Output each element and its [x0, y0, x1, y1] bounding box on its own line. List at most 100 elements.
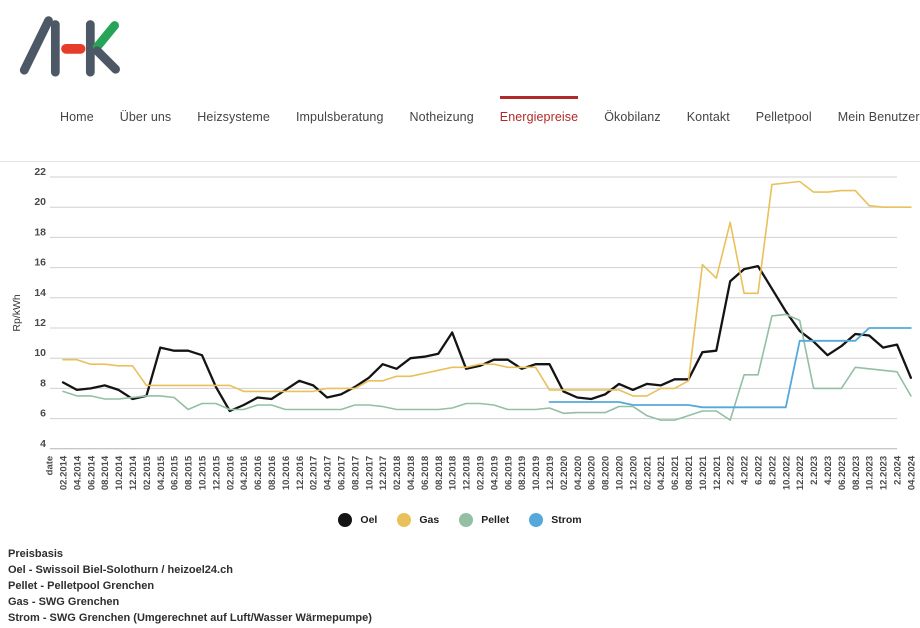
footer-line-4: Strom - SWG Grenchen (Umgerechnet auf Lu… [8, 612, 372, 624]
x-tick-06.2015: 06.2015 [170, 455, 181, 490]
x-tick-04.2018: 04.2018 [406, 456, 417, 490]
legend-dot-oel-icon [338, 513, 353, 527]
nav-item-home[interactable]: Home [60, 110, 94, 124]
x-tick-12.2019: 12.2019 [545, 456, 556, 490]
footer-line-0: Preisbasis [8, 548, 64, 560]
x-tick-08.2021: 08.2021 [684, 455, 695, 490]
x-tick-8.2022: 8.2022 [767, 456, 778, 485]
legend-dot-gas-icon [397, 513, 412, 527]
legend-label-strom: Strom [551, 514, 582, 526]
series-line-pellet [62, 313, 912, 421]
x-tick-02.2017: 02.2017 [309, 456, 320, 490]
nav-item--ber-uns[interactable]: Über uns [119, 110, 172, 124]
energy-price-chart-section: 22 20 18 16 14 12 10 8 6 4 Rp/kWh date 02.2014 04.201… [0, 161, 920, 532]
x-tick-08.2015: 08.2015 [184, 455, 195, 490]
nav-item-pelletpool[interactable]: Pelletpool [755, 110, 812, 124]
x-tick-date: date [45, 456, 56, 476]
footer-line-2: Pellet - Pelletpool Grenchen [8, 580, 155, 592]
x-tick-04.2016: 04.2016 [239, 456, 250, 490]
y-axis-label: Rp/kWh [11, 294, 23, 332]
x-tick-02.2014: 02.2014 [59, 455, 70, 490]
legend-item-pellet[interactable]: Pellet [459, 513, 509, 527]
x-tick-10.2017: 10.2017 [364, 456, 375, 490]
nav-item-heizsysteme[interactable]: Heizsysteme [197, 110, 270, 124]
x-tick-6.2022: 6.2022 [754, 456, 765, 485]
x-tick-10.2023: 10.2023 [865, 456, 876, 490]
x-tick-2.2023: 2.2023 [809, 456, 820, 485]
x-tick-04.2024: 04.2024 [906, 455, 917, 490]
x-tick-10.2014: 10.2014 [114, 455, 125, 490]
legend-item-strom[interactable]: Strom [529, 513, 582, 527]
logo-ahk[interactable] [12, 8, 122, 78]
nav-item-impulsberatung[interactable]: Impulsberatung [295, 110, 384, 124]
x-tick-06.2014: 06.2014 [86, 455, 97, 490]
x-tick-02.2015: 02.2015 [142, 455, 153, 490]
x-tick-10.2015: 10.2015 [198, 455, 209, 490]
x-tick-12.2020: 12.2020 [628, 456, 639, 490]
x-tick-12.2014: 12.2014 [128, 455, 139, 490]
y-tick-16: 16 [34, 257, 46, 269]
legend-item-gas[interactable]: Gas [397, 513, 439, 527]
x-tick-10.2019: 10.2019 [531, 456, 542, 490]
x-tick-10.2020: 10.2020 [615, 456, 626, 490]
x-tick-08.2018: 08.2018 [434, 456, 445, 490]
price-basis-footer: Preisbasis Oel - Swissoil Biel-Solothurn … [8, 546, 920, 626]
nav-item-notheizung[interactable]: Notheizung [409, 110, 474, 124]
x-tick-04.2019: 04.2019 [489, 456, 500, 490]
series-line-oel [61, 264, 913, 413]
nav-item-kontakt[interactable]: Kontakt [686, 110, 730, 124]
chart-legend: Oel Gas Pellet Strom [0, 508, 920, 532]
x-tick-06.2017: 06.2017 [337, 456, 348, 490]
y-tick-22: 22 [34, 166, 46, 178]
x-tick-04.2020: 04.2020 [573, 456, 584, 490]
x-tick-08.2016: 08.2016 [267, 456, 278, 490]
y-tick-20: 20 [34, 196, 46, 208]
x-tick-04.2017: 04.2017 [323, 456, 334, 490]
x-tick-2.2022: 2.2022 [726, 456, 737, 485]
logo-ahk-icon [19, 16, 120, 77]
main-navigation: Home Über uns Heizsysteme Impulsberatung Not… [60, 96, 920, 124]
footer-line-3: Gas - SWG Grenchen [8, 596, 120, 608]
x-tick-12.2018: 12.2018 [462, 456, 473, 490]
x-tick-02.2020: 02.2020 [559, 456, 570, 490]
legend-label-gas: Gas [419, 514, 440, 526]
x-tick-10.2018: 10.2018 [448, 456, 459, 490]
y-tick-8: 8 [40, 377, 46, 389]
legend-dot-pellet-icon [459, 513, 474, 527]
nav-item-mein-benutzerkonto[interactable]: Mein Benutzerkonto [837, 110, 920, 124]
x-tick-06.2021: 06.2021 [670, 455, 681, 490]
x-tick-04.2014: 04.2014 [72, 455, 83, 490]
x-tick-04.2015: 04.2015 [156, 455, 167, 490]
x-tick-12.2016: 12.2016 [295, 456, 306, 490]
legend-label-oel: Oel [360, 514, 378, 526]
x-tick-10.2016: 10.2016 [281, 456, 292, 490]
x-tick-04.2021: 04.2021 [656, 455, 667, 490]
x-tick-08.2014: 08.2014 [100, 455, 111, 490]
legend-label-pellet: Pellet [481, 514, 510, 526]
x-tick-08.2020: 08.2020 [601, 456, 612, 490]
series-line-strom [548, 327, 912, 409]
x-tick-06.2018: 06.2018 [420, 456, 431, 490]
x-tick-2.2024: 2.2024 [893, 455, 904, 485]
x-tick-02.2018: 02.2018 [392, 456, 403, 490]
x-tick-02.2021: 02.2021 [642, 455, 653, 490]
nav-item-energiepreise[interactable]: Energiepreise [499, 96, 579, 124]
legend-dot-strom-icon [529, 513, 544, 527]
x-tick-12.2021: 12.2021 [712, 455, 723, 490]
x-tick-12.2023: 12.2023 [879, 456, 890, 490]
nav-item--kobilanz[interactable]: Ökobilanz [604, 110, 661, 124]
x-tick-02.2019: 02.2019 [476, 456, 487, 490]
x-tick-12.2017: 12.2017 [378, 456, 389, 490]
legend-item-oel[interactable]: Oel [338, 513, 377, 527]
y-tick-6: 6 [40, 408, 46, 420]
x-tick-06.2016: 06.2016 [253, 456, 264, 490]
x-tick-12.2022: 12.2022 [795, 456, 806, 490]
x-tick-08.2023: 08.2023 [851, 456, 862, 490]
x-tick-4.2023: 4.2023 [823, 456, 834, 485]
x-tick-06.2020: 06.2020 [587, 456, 598, 490]
x-tick-06.2023: 06.2023 [837, 456, 848, 490]
y-tick-12: 12 [34, 317, 46, 329]
x-tick-10.2021: 10.2021 [698, 455, 709, 490]
x-tick-08.2017: 08.2017 [350, 456, 361, 490]
series-line-gas [62, 180, 912, 397]
